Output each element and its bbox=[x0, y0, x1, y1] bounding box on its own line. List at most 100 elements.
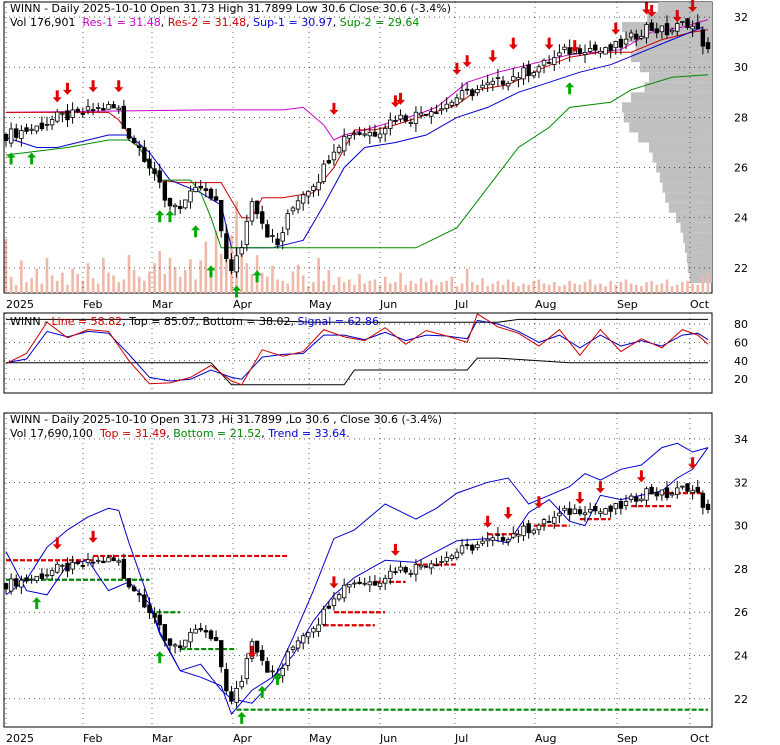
price-panel-title: WINN - Daily 2025-10-10 Open 31.73 High … bbox=[10, 2, 452, 15]
price-candle-body bbox=[167, 198, 173, 207]
sell-arrow bbox=[396, 92, 406, 105]
price-candle-body bbox=[162, 181, 168, 201]
price-candle-body bbox=[239, 247, 244, 255]
trend-candle-body bbox=[531, 529, 536, 534]
trend-sell-arrow bbox=[688, 457, 698, 470]
price-candle-body bbox=[700, 29, 706, 47]
volume-bar bbox=[178, 276, 182, 293]
price-candle-body bbox=[516, 77, 521, 80]
trend-candle-body bbox=[628, 495, 634, 500]
trend-candle-body bbox=[347, 584, 352, 588]
price-candle-body bbox=[546, 61, 552, 64]
trend-y-tick-label: 30 bbox=[734, 520, 748, 533]
price-candle-body bbox=[75, 108, 80, 112]
trend-candle-body bbox=[101, 560, 106, 564]
price-candle-body bbox=[208, 188, 214, 199]
trend-volume-label: Vol 17,690,100 bbox=[10, 427, 93, 440]
price-candle-body bbox=[270, 235, 275, 237]
trend-candle-body bbox=[49, 570, 55, 576]
sell-arrow bbox=[544, 37, 554, 50]
price-candle-body bbox=[562, 46, 567, 50]
trend-candle-body bbox=[382, 578, 388, 584]
price-candle-body bbox=[254, 200, 260, 215]
trend-candle-body bbox=[239, 681, 244, 688]
volume-bar bbox=[691, 283, 694, 293]
price-candle-body bbox=[39, 122, 45, 130]
trend-candle-body bbox=[121, 558, 127, 579]
price-candle-body bbox=[147, 158, 152, 169]
sup1-label: Sup-1 = 30.97 bbox=[253, 16, 333, 29]
sup2-label: Sup-2 = 29.64 bbox=[339, 16, 420, 29]
volume-bar bbox=[660, 283, 664, 293]
price-y-tick-label: 24 bbox=[734, 212, 748, 225]
trend-candle-body bbox=[572, 508, 577, 514]
volume-bar bbox=[266, 276, 269, 293]
oscillator-bottom-line bbox=[6, 357, 708, 386]
trend-x-tick-label: Aug bbox=[535, 732, 556, 745]
price-candle-body bbox=[705, 42, 711, 50]
price-candle-body bbox=[19, 130, 24, 139]
trend-candle-body bbox=[567, 508, 572, 515]
sell-arrow bbox=[88, 80, 98, 93]
trend-candle-body bbox=[644, 488, 649, 501]
trend-x-tick-label: Apr bbox=[233, 732, 253, 745]
volume-bar bbox=[655, 284, 659, 293]
price-candle-body bbox=[341, 135, 347, 152]
price-candle-body bbox=[234, 255, 239, 273]
trend-candle-body bbox=[434, 564, 439, 567]
trend-y-tick-label: 24 bbox=[734, 650, 748, 663]
oscillator-bottom-label: Bottom = 38.02 bbox=[202, 315, 291, 328]
volume-bar bbox=[399, 272, 402, 293]
trend-candle-body bbox=[552, 516, 557, 524]
price-candle-body bbox=[285, 213, 291, 230]
sell-arrow bbox=[508, 37, 518, 50]
price-candle-body bbox=[275, 238, 280, 246]
sell-arrow bbox=[688, 0, 698, 13]
price-panel-frame bbox=[3, 1, 713, 294]
price-candle-body bbox=[65, 110, 70, 121]
price-candle-body bbox=[90, 109, 96, 112]
trend-y-tick-label: 26 bbox=[734, 606, 748, 619]
volume-bar bbox=[245, 263, 249, 293]
trend-candle-body bbox=[669, 493, 675, 496]
trend-candle-body bbox=[147, 604, 152, 614]
trend-candle-body bbox=[536, 524, 542, 531]
trend-candle-body bbox=[516, 534, 521, 537]
volume-bar bbox=[409, 280, 413, 293]
price-candle-body bbox=[142, 147, 147, 162]
price-candle-body bbox=[434, 112, 439, 115]
trend-candle-body bbox=[29, 578, 34, 581]
price-candle-body bbox=[500, 80, 506, 85]
trend-candle-body bbox=[603, 508, 608, 515]
trend-candle-body bbox=[618, 501, 624, 509]
volume-bar bbox=[102, 257, 105, 293]
volume-bar bbox=[143, 280, 146, 293]
res1-line bbox=[5, 19, 709, 141]
price-candle-body bbox=[639, 36, 644, 39]
volume-bar bbox=[117, 282, 121, 293]
trend-candle-body bbox=[485, 538, 490, 542]
volume-bar bbox=[578, 284, 582, 293]
price-candle-body bbox=[695, 22, 700, 29]
volume-bar bbox=[424, 282, 428, 293]
price-y-tick-label: 30 bbox=[734, 61, 748, 74]
price-candle-body bbox=[511, 76, 516, 82]
volume-bar bbox=[86, 263, 90, 293]
volume-bar bbox=[214, 230, 218, 293]
volume-profile-bar bbox=[649, 72, 712, 83]
trend-candle-body bbox=[311, 628, 316, 633]
volume-bar bbox=[281, 280, 285, 293]
volume-bar bbox=[501, 284, 505, 293]
price-candle-body bbox=[331, 151, 337, 161]
price-candle-body bbox=[326, 160, 332, 164]
trend-candle-body bbox=[577, 509, 583, 515]
price-candle-body bbox=[490, 80, 495, 85]
price-candle-body bbox=[459, 90, 465, 100]
trend-candle-body bbox=[44, 574, 50, 577]
trend-candle-body bbox=[429, 563, 434, 569]
volume-profile-bar bbox=[686, 252, 712, 263]
price-candle-body bbox=[316, 181, 321, 191]
volume-bar bbox=[317, 257, 320, 293]
volume-profile-bar bbox=[638, 132, 712, 143]
trend-candle-body bbox=[55, 563, 60, 573]
